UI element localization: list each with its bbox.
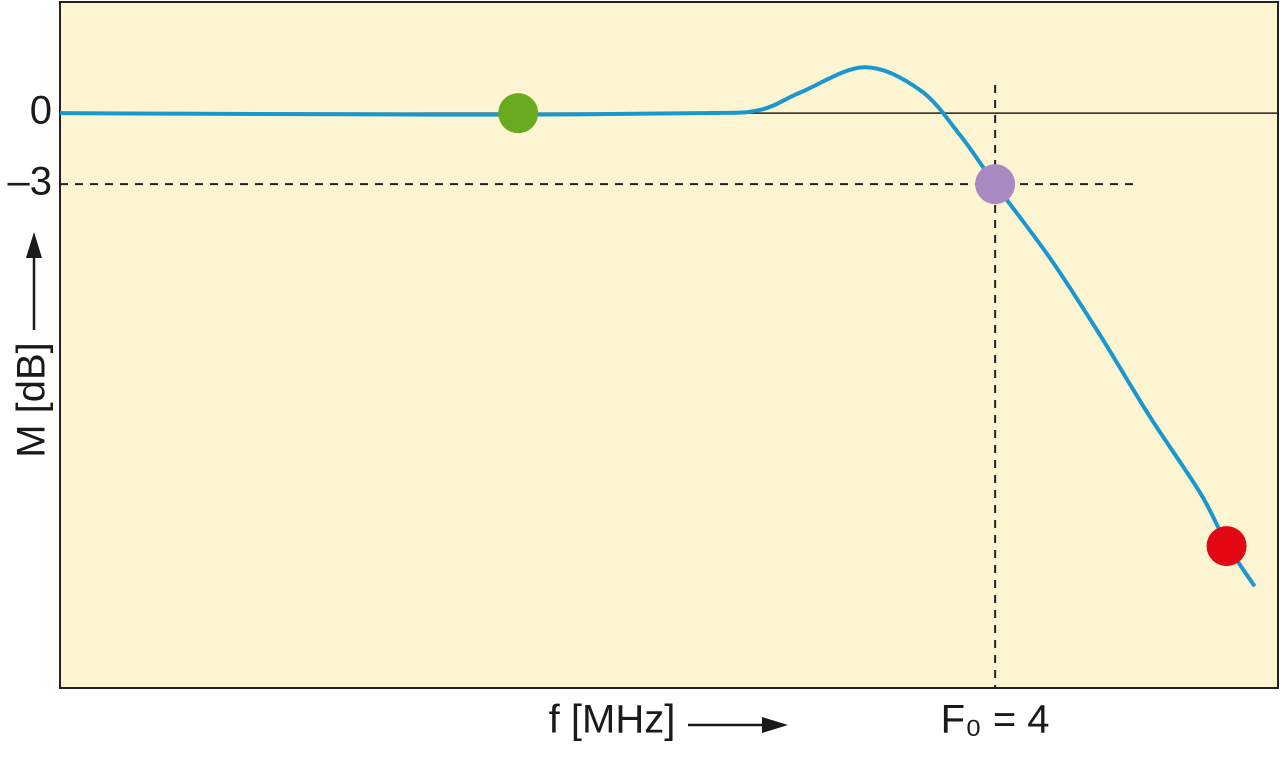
x-tick-label: F₀ = 4	[941, 698, 1050, 742]
x-arrow-head	[762, 717, 788, 733]
marker-point	[975, 164, 1016, 205]
plot-area	[59, 1, 1279, 689]
y-axis-label: M [dB]	[10, 342, 54, 458]
y-arrow-head	[26, 232, 42, 258]
y-tick-label: –3	[8, 160, 53, 204]
marker-point	[498, 93, 539, 134]
marker-point	[1206, 526, 1247, 567]
response-curve	[59, 65, 1257, 588]
x-axis-label: f [MHz]	[549, 698, 676, 742]
y-tick-label: 0	[30, 89, 52, 133]
